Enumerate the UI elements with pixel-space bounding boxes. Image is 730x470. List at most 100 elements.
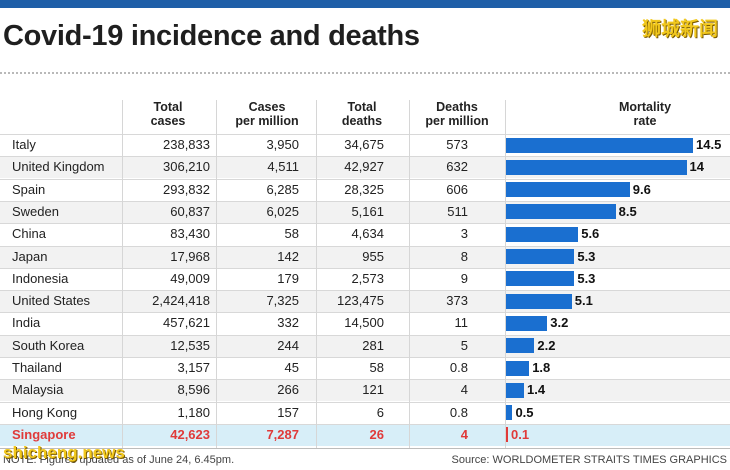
cases-per-million-cell: 157 <box>277 404 299 420</box>
mortality-bar <box>506 382 525 398</box>
column-separator <box>122 100 123 449</box>
mortality-value-label: 9.6 <box>632 181 651 197</box>
country-name: United States <box>12 293 91 309</box>
column-separator <box>316 100 317 449</box>
cases-per-million-cell: 6,285 <box>266 181 299 197</box>
row-divider <box>0 423 730 425</box>
deaths-per-million-cell: 632 <box>446 159 468 175</box>
total-deaths-cell: 123,475 <box>337 293 384 309</box>
table-row: South Korea 12,535 244 281 5 2.2 <box>0 334 730 357</box>
table-row: Thailand 3,157 45 58 0.8 1.8 <box>0 357 730 379</box>
mortality-bar <box>506 182 630 198</box>
header-total-deaths: Total deaths <box>320 100 404 128</box>
deaths-per-million-cell: 0.8 <box>449 360 468 375</box>
deaths-per-million-cell: 4 <box>460 426 468 442</box>
country-name: China <box>12 226 46 242</box>
row-divider <box>0 267 730 269</box>
cases-per-million-cell: 244 <box>277 337 299 353</box>
mortality-bar <box>506 293 572 309</box>
deaths-per-million-cell: 4 <box>460 382 468 398</box>
header-deaths-per-million-line1: Deaths <box>436 100 478 114</box>
mortality-value-label: 5.1 <box>574 293 593 309</box>
total-cases-cell: 306,210 <box>163 159 210 175</box>
mortality-value-label: 1.4 <box>527 382 546 398</box>
header-total-deaths-line2: deaths <box>341 114 383 128</box>
table-row: Italy 238,833 3,950 34,675 573 14.5 <box>0 134 730 156</box>
row-divider <box>0 200 730 202</box>
mortality-value-label: 14.5 <box>696 137 722 152</box>
source-credit: Source: WORLDOMETER STRAITS TIMES GRAPHI… <box>451 454 727 466</box>
mortality-value-label: 5.3 <box>577 270 596 286</box>
mortality-value-label: 3.2 <box>550 315 569 331</box>
mortality-bar <box>506 405 513 421</box>
header-cases-per-million-line2: per million <box>235 114 299 128</box>
country-name: Spain <box>12 181 46 197</box>
row-divider <box>0 223 730 225</box>
header-cases-per-million: Cases per million <box>220 100 314 128</box>
footer-divider <box>0 448 730 449</box>
row-divider <box>0 156 730 158</box>
table-row: Malaysia 8,596 266 121 4 1.4 <box>0 379 730 402</box>
total-cases-cell: 49,009 <box>170 270 210 286</box>
total-cases-cell: 60,837 <box>170 203 210 219</box>
row-divider <box>0 134 730 135</box>
header-mortality-rate-line2: rate <box>633 114 657 128</box>
column-separator <box>409 100 410 449</box>
table-row: Indonesia 49,009 179 2,573 9 5.3 <box>0 268 730 290</box>
country-name: Japan <box>12 248 48 264</box>
total-cases-cell: 1,180 <box>177 404 210 420</box>
table-row: Spain 293,832 6,285 28,325 606 9.6 <box>0 179 730 201</box>
country-name: Hong Kong <box>12 404 78 420</box>
deaths-per-million-cell: 9 <box>460 270 468 286</box>
total-cases-cell: 12,535 <box>170 337 210 353</box>
total-cases-cell: 83,430 <box>170 226 210 242</box>
header-total-deaths-line1: Total <box>347 100 377 114</box>
country-name: Sweden <box>12 203 59 219</box>
country-name: Malaysia <box>12 382 64 398</box>
header-cases-per-million-line1: Cases <box>248 100 286 114</box>
total-cases-cell: 457,621 <box>163 315 210 331</box>
header-total-cases: Total cases <box>128 100 208 128</box>
row-divider <box>0 357 730 358</box>
page-title: Covid-19 incidence and deaths <box>3 20 420 52</box>
total-deaths-cell: 34,675 <box>344 137 384 152</box>
total-deaths-cell: 281 <box>362 337 384 353</box>
deaths-per-million-cell: 511 <box>447 203 468 219</box>
table-row: India 457,621 332 14,500 11 3.2 <box>0 312 730 334</box>
total-cases-cell: 42,623 <box>170 426 210 442</box>
cases-per-million-cell: 179 <box>277 270 299 286</box>
top-accent-bar <box>0 0 730 8</box>
country-name: India <box>12 315 41 331</box>
row-divider <box>0 290 730 292</box>
row-divider <box>0 312 730 314</box>
column-separator <box>505 100 506 449</box>
table-row: United States 2,424,418 7,325 123,475 373 5.1 <box>0 290 730 313</box>
mortality-bar <box>506 159 687 175</box>
cases-per-million-cell: 7,287 <box>266 426 299 442</box>
cases-per-million-cell: 45 <box>284 360 299 375</box>
table-row: Sweden 60,837 6,025 5,161 511 8.5 <box>0 200 730 223</box>
total-cases-cell: 17,968 <box>170 248 210 264</box>
header-mortality-rate-line1: Mortality <box>618 100 672 114</box>
mortality-bar <box>506 315 548 331</box>
deaths-per-million-cell: 573 <box>446 137 468 152</box>
table-row: China 83,430 58 4,634 3 5.6 <box>0 223 730 245</box>
header-mortality-rate: Mortality rate <box>560 100 730 128</box>
cases-per-million-cell: 332 <box>277 315 299 331</box>
total-deaths-cell: 42,927 <box>344 159 384 175</box>
total-deaths-cell: 5,161 <box>351 203 384 219</box>
total-cases-cell: 3,157 <box>177 360 210 375</box>
total-deaths-cell: 2,573 <box>351 270 384 286</box>
country-name: Italy <box>12 137 36 152</box>
mortality-value-label: 5.6 <box>581 226 600 242</box>
deaths-per-million-cell: 0.8 <box>449 404 468 420</box>
total-deaths-cell: 121 <box>362 382 384 398</box>
deaths-per-million-cell: 373 <box>446 293 468 309</box>
total-deaths-cell: 955 <box>362 248 384 264</box>
row-divider <box>0 334 730 336</box>
mortality-bar <box>506 427 508 443</box>
deaths-per-million-cell: 606 <box>446 181 468 197</box>
total-cases-cell: 293,832 <box>163 181 210 197</box>
mortality-value-label: 8.5 <box>618 203 637 219</box>
header-deaths-per-million: Deaths per million <box>414 100 500 128</box>
